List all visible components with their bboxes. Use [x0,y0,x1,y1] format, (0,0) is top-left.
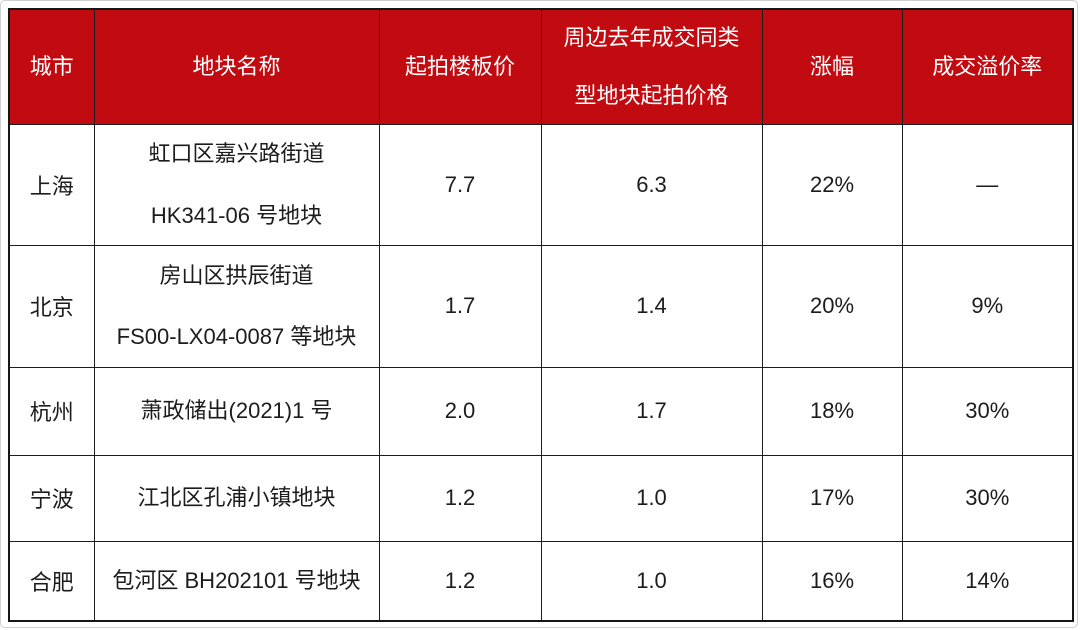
plot-name-line2: HK341-06 号地块 [150,202,323,228]
table-body: 上海 虹口区嘉兴路街道 HK341-06 号地块 7.7 6.3 22% — 北… [8,123,1074,622]
plot-name-line1: 江北区孔浦小镇地块 [137,485,336,511]
plot-name-line2: FS00-LX04-0087 等地块 [116,324,357,349]
header-cell-nearby-last-year-price: 周边去年成交同类 型地块起拍价格 [540,8,763,125]
cell-premium-rate: 9% [901,244,1074,368]
cell-plot-name: 包河区 BH202101 号地块 [93,540,380,622]
cell-start-floor-price: 1.2 [378,540,542,622]
header-label-plot-name: 地块名称 [192,54,281,80]
header-cell-premium-rate: 成交溢价率 [901,8,1074,125]
header-cell-increase: 涨幅 [761,8,903,125]
header-label-nearby-last-year-price: 周边去年成交同类 型地块起拍价格 [548,25,756,108]
header-cell-city: 城市 [8,8,95,125]
cell-start-floor-price: 1.2 [378,454,542,542]
plot-name-lines: 虹口区嘉兴路街道 HK341-06 号地块 [101,141,373,228]
header-label-start-floor-price: 起拍楼板价 [404,54,515,80]
table-row-shanghai: 上海 虹口区嘉兴路街道 HK341-06 号地块 7.7 6.3 22% — [8,123,1074,246]
cell-premium-rate: — [901,123,1074,246]
cell-start-floor-price: 7.7 [378,123,542,246]
cell-city: 北京 [8,244,95,368]
cell-nearby-last-year-price: 1.4 [540,244,763,368]
cell-premium-rate: 30% [901,454,1074,542]
cell-plot-name: 萧政储出(2021)1 号 [93,366,380,456]
plot-name-line1: 房山区拱辰街道 [159,262,314,288]
cell-city: 合肥 [8,540,95,622]
header-label-city: 城市 [29,54,74,80]
cell-increase: 16% [761,540,903,622]
table-row-ningbo: 宁波 江北区孔浦小镇地块 1.2 1.0 17% 30% [8,454,1074,542]
header-cell-start-floor-price: 起拍楼板价 [378,8,542,125]
table-row-hangzhou: 杭州 萧政储出(2021)1 号 2.0 1.7 18% 30% [8,366,1074,456]
cell-increase: 17% [761,454,903,542]
header-label-increase: 涨幅 [809,54,854,80]
cell-increase: 20% [761,244,903,368]
cell-nearby-last-year-price: 1.0 [540,540,763,622]
cell-city: 杭州 [8,366,95,456]
land-price-table: 城市 地块名称 起拍楼板价 周边去年成交同类 型地块起拍价格 涨幅 成交溢价率 … [8,8,1074,622]
cell-plot-name: 江北区孔浦小镇地块 [93,454,380,542]
cell-plot-name: 虹口区嘉兴路街道 HK341-06 号地块 [93,123,380,246]
cell-nearby-last-year-price: 6.3 [540,123,763,246]
header-label-nearby-line1: 周边去年成交同类 [563,25,740,51]
cell-nearby-last-year-price: 1.0 [540,454,763,542]
table-header: 城市 地块名称 起拍楼板价 周边去年成交同类 型地块起拍价格 涨幅 成交溢价率 [8,8,1074,125]
cell-city: 宁波 [8,454,95,542]
table-row-hefei: 合肥 包河区 BH202101 号地块 1.2 1.0 16% 14% [8,540,1074,622]
cell-premium-rate: 14% [901,540,1074,622]
cell-increase: 18% [761,366,903,456]
plot-name-line1: 萧政储出(2021)1 号 [140,398,333,424]
cell-start-floor-price: 1.7 [378,244,542,368]
table-row-beijing: 北京 房山区拱辰街道 FS00-LX04-0087 等地块 1.7 1.4 20… [8,244,1074,368]
header-cell-plot-name: 地块名称 [93,8,380,125]
cell-start-floor-price: 2.0 [378,366,542,456]
plot-name-line1: 包河区 BH202101 号地块 [112,568,361,594]
plot-name-line1: 虹口区嘉兴路街道 [148,141,325,167]
header-label-nearby-line2: 型地块起拍价格 [574,82,729,108]
cell-city: 上海 [8,123,95,246]
plot-name-lines: 房山区拱辰街道 FS00-LX04-0087 等地块 [101,263,373,350]
cell-premium-rate: 30% [901,366,1074,456]
header-label-premium-rate: 成交溢价率 [932,54,1043,80]
cell-plot-name: 房山区拱辰街道 FS00-LX04-0087 等地块 [93,244,380,368]
cell-increase: 22% [761,123,903,246]
header-row: 城市 地块名称 起拍楼板价 周边去年成交同类 型地块起拍价格 涨幅 成交溢价率 [8,8,1074,125]
cell-nearby-last-year-price: 1.7 [540,366,763,456]
